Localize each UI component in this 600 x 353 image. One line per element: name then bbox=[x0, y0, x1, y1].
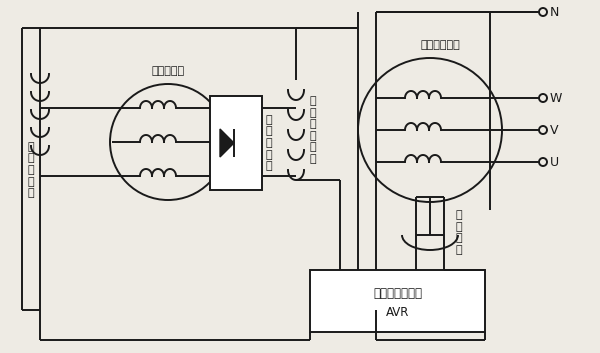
Text: 主发电机电枢: 主发电机电枢 bbox=[420, 40, 460, 50]
Text: W: W bbox=[550, 91, 562, 104]
Bar bbox=[210, 96, 262, 190]
Text: AVR: AVR bbox=[386, 306, 409, 319]
Text: 主
发
电
机
磁
场: 主 发 电 机 磁 场 bbox=[309, 96, 316, 164]
Text: N: N bbox=[550, 6, 559, 18]
Text: 自动电压调节器: 自动电压调节器 bbox=[373, 287, 422, 300]
Text: V: V bbox=[550, 124, 559, 137]
Bar bbox=[310, 270, 485, 332]
Text: U: U bbox=[550, 156, 559, 168]
Text: 交励机电枢: 交励机电枢 bbox=[151, 66, 185, 76]
Text: 交
励
机
磁
场: 交 励 机 磁 场 bbox=[28, 142, 34, 198]
Text: 辅
助
绕
组: 辅 助 绕 组 bbox=[455, 210, 461, 255]
Text: 旋
转
整
流
桥: 旋 转 整 流 桥 bbox=[266, 115, 272, 171]
Polygon shape bbox=[220, 129, 234, 157]
